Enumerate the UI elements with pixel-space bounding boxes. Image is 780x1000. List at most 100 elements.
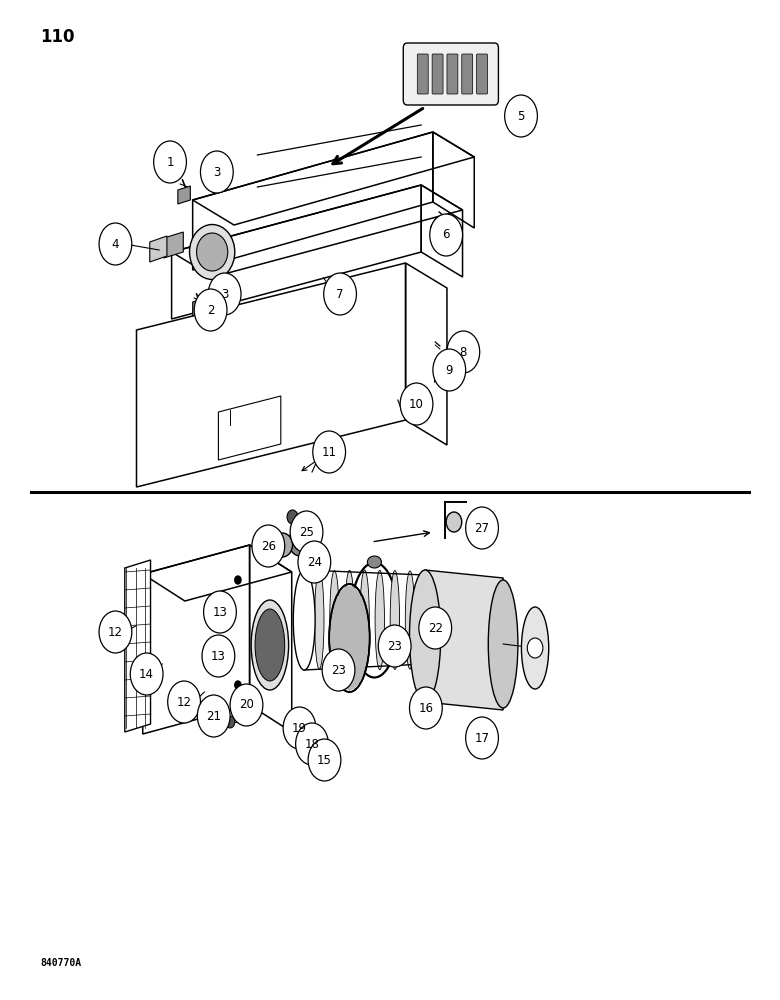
Ellipse shape [406,571,415,669]
Text: 12: 12 [176,696,192,708]
Text: 840770A: 840770A [41,958,82,968]
Text: 24: 24 [307,556,322,568]
Text: 20: 20 [239,698,254,712]
Text: 4: 4 [112,237,119,250]
Circle shape [283,707,316,749]
Text: 10: 10 [409,397,424,410]
Polygon shape [150,236,167,262]
Text: 12: 12 [108,626,123,639]
Circle shape [308,739,341,781]
Ellipse shape [272,533,292,557]
Circle shape [225,716,235,728]
Circle shape [287,510,298,524]
FancyBboxPatch shape [477,54,488,94]
Ellipse shape [345,570,354,670]
Ellipse shape [330,586,369,690]
Circle shape [446,512,462,532]
Text: 19: 19 [292,722,307,734]
Circle shape [322,649,355,691]
Circle shape [200,151,233,193]
Text: 2: 2 [207,304,215,316]
Circle shape [433,349,466,391]
Circle shape [324,273,356,315]
Circle shape [235,681,241,689]
Polygon shape [425,570,503,710]
Circle shape [298,541,331,583]
Ellipse shape [300,571,309,669]
Circle shape [208,273,241,315]
Circle shape [410,687,442,729]
Ellipse shape [390,571,399,669]
Ellipse shape [330,571,339,669]
Text: 9: 9 [445,363,453,376]
Circle shape [154,141,186,183]
Text: 22: 22 [427,621,443,635]
Ellipse shape [488,580,518,708]
Text: 13: 13 [211,650,226,662]
Text: 110: 110 [41,28,75,46]
Circle shape [202,635,235,677]
Circle shape [194,289,227,331]
Ellipse shape [255,609,285,681]
Text: 26: 26 [261,540,276,552]
Circle shape [313,431,346,473]
Ellipse shape [197,233,228,271]
Text: 23: 23 [331,664,346,676]
Text: 8: 8 [459,346,467,359]
Circle shape [430,214,463,256]
Ellipse shape [289,528,312,556]
Polygon shape [164,232,183,258]
FancyBboxPatch shape [447,54,458,94]
Text: 3: 3 [221,288,229,300]
Text: 11: 11 [321,446,337,458]
Circle shape [527,638,543,658]
Text: 17: 17 [474,732,490,744]
Ellipse shape [522,607,549,689]
Text: 23: 23 [387,640,402,652]
Circle shape [252,525,285,567]
Circle shape [505,95,537,137]
Ellipse shape [314,571,324,669]
FancyBboxPatch shape [432,54,443,94]
Polygon shape [178,186,190,204]
Text: 18: 18 [304,738,320,750]
Ellipse shape [360,570,370,670]
Polygon shape [193,298,205,316]
Ellipse shape [251,600,289,690]
Circle shape [230,684,263,726]
Text: 15: 15 [317,754,332,766]
Circle shape [168,681,200,723]
Circle shape [99,611,132,653]
Circle shape [447,331,480,373]
Text: 7: 7 [336,288,344,300]
Text: 14: 14 [139,668,154,680]
Text: 1: 1 [166,155,174,168]
Ellipse shape [375,570,385,670]
Circle shape [466,507,498,549]
Ellipse shape [293,570,315,670]
Text: 3: 3 [213,165,221,178]
Ellipse shape [410,570,441,702]
Circle shape [290,511,323,553]
Circle shape [130,653,163,695]
FancyBboxPatch shape [462,54,473,94]
Ellipse shape [414,572,436,666]
Circle shape [296,723,328,765]
FancyBboxPatch shape [417,54,428,94]
Text: 16: 16 [418,702,434,714]
Circle shape [378,625,411,667]
Polygon shape [125,560,151,732]
FancyBboxPatch shape [403,43,498,105]
Ellipse shape [367,556,381,568]
Text: 25: 25 [299,526,314,538]
Ellipse shape [293,534,307,550]
Circle shape [400,383,433,425]
Circle shape [419,607,452,649]
Circle shape [466,717,498,759]
Circle shape [197,695,230,737]
Text: 6: 6 [442,229,450,241]
Text: 21: 21 [206,710,222,722]
Ellipse shape [190,225,235,279]
Text: 27: 27 [474,522,490,534]
Text: 5: 5 [517,109,525,122]
